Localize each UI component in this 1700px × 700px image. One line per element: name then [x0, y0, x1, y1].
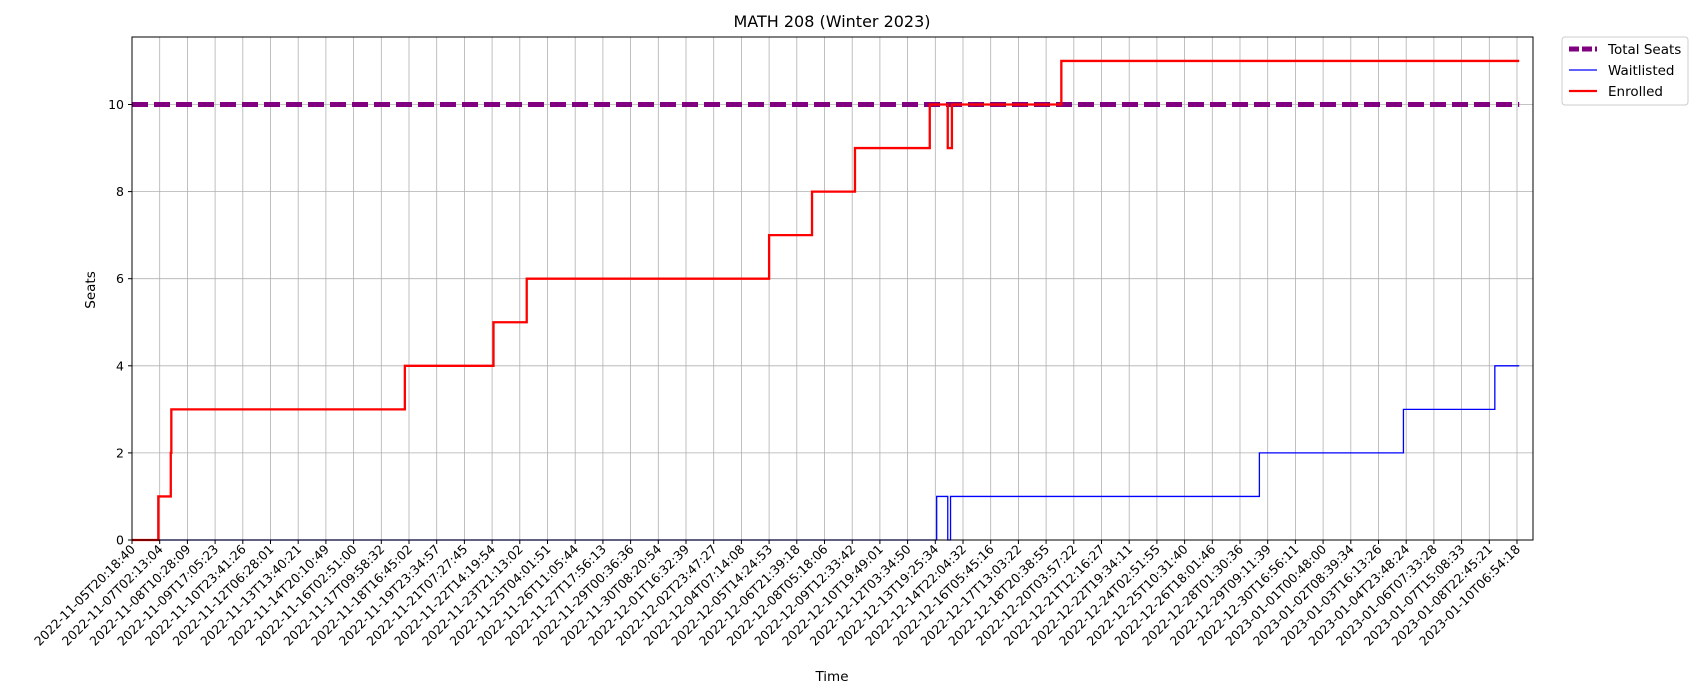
series-line-waitlisted — [132, 365, 1520, 541]
legend-frame — [1561, 36, 1689, 106]
y-tick-label: 2 — [116, 445, 124, 460]
legend-entry: Waitlisted — [1569, 63, 1675, 79]
grid — [131, 37, 1533, 541]
y-axis-ticks: 0 2 4 6 8 10 — [108, 97, 132, 548]
legend-label: Total Seats — [1607, 42, 1681, 58]
y-axis-label: Seats — [83, 271, 99, 308]
x-axis-ticks: 2022-11-05T20:18:402022-11-07T02:13:0420… — [31, 540, 1523, 649]
legend-label: Enrolled — [1608, 84, 1663, 100]
y-tick-label: 0 — [116, 533, 124, 548]
y-tick-label: 8 — [116, 184, 124, 199]
y-tick-label: 10 — [108, 97, 124, 112]
legend: Total Seats Waitlisted Enrolled — [1561, 36, 1689, 106]
plot-area-frame — [131, 36, 1534, 541]
legend-entry: Enrolled — [1569, 84, 1663, 100]
series-line-enrolled — [132, 59, 1520, 542]
x-axis-label: Time — [814, 669, 848, 685]
y-tick-label: 6 — [116, 271, 124, 286]
series-lines — [132, 59, 1520, 542]
y-tick-label: 4 — [116, 358, 124, 373]
chart-title: MATH 208 (Winter 2023) — [733, 12, 930, 31]
legend-entry: Total Seats — [1569, 42, 1681, 58]
legend-label: Waitlisted — [1608, 63, 1675, 79]
